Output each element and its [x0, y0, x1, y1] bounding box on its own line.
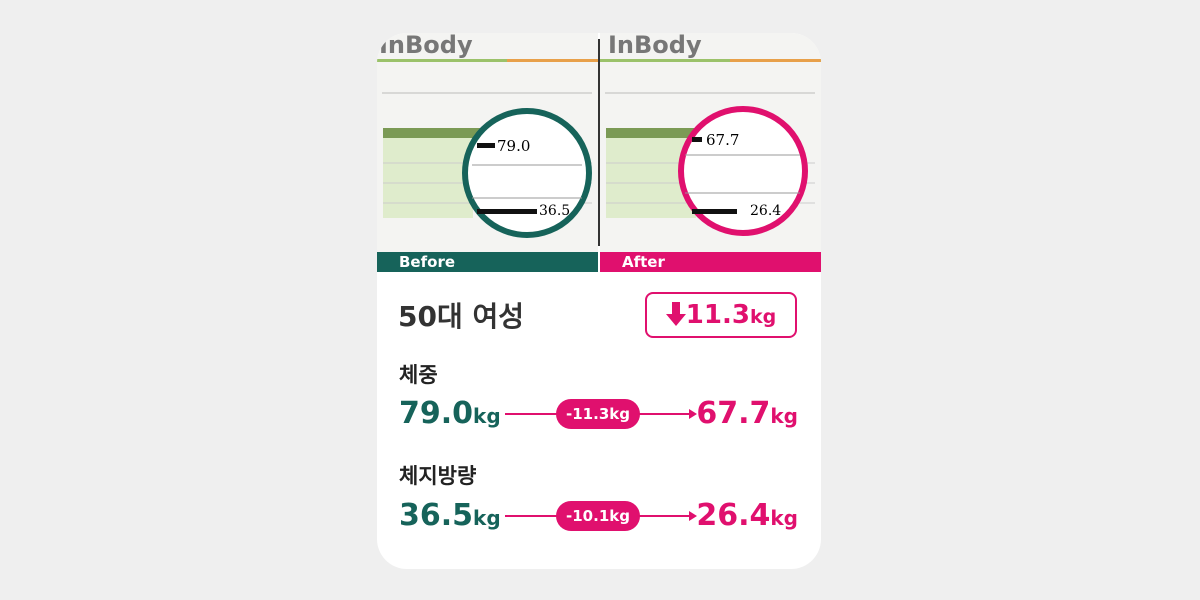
after-photo: InBody 67.7 26.4 [600, 33, 821, 252]
change-pill: -11.3kg [556, 399, 640, 429]
before-photo: InBody 79.0 36.5 [377, 33, 598, 252]
after-label: After [600, 252, 821, 272]
unit: kg [473, 404, 501, 428]
logo: InBody [608, 33, 702, 59]
value: 67.7 [696, 396, 771, 431]
after-value: 26.4kg [696, 498, 798, 533]
unit: kg [770, 404, 798, 428]
before-value: 79.0kg [399, 396, 501, 431]
unit: kg [473, 506, 501, 530]
total-unit: kg [749, 306, 777, 328]
after-value: 67.7kg [696, 396, 798, 431]
change-pill: -10.1kg [556, 501, 640, 531]
metric-name: 체지방량 [399, 464, 477, 488]
value: 36.5 [399, 498, 474, 533]
weight-reading: 67.7 [706, 131, 740, 149]
fat-reading: 36.5 [539, 203, 571, 219]
value: 26.4 [696, 498, 771, 533]
card: InBody 79.0 36.5 InBody 67.7 26.4 Before… [377, 33, 821, 569]
metric-name: 체중 [399, 363, 438, 387]
before-photo-art [377, 59, 598, 238]
total-change: 11.3 [685, 300, 750, 330]
fat-reading: 26.4 [750, 203, 782, 219]
unit: kg [770, 506, 798, 530]
divider [598, 39, 600, 246]
group-title: 50대 여성 [398, 300, 524, 333]
after-photo-art [600, 59, 821, 236]
before-label: Before [377, 252, 598, 272]
before-value: 36.5kg [399, 498, 501, 533]
logo: InBody [379, 33, 473, 59]
weight-reading: 79.0 [497, 137, 531, 155]
down-arrow-icon [665, 302, 686, 326]
value: 79.0 [399, 396, 474, 431]
total-change-badge: 11.3kg [645, 292, 797, 338]
